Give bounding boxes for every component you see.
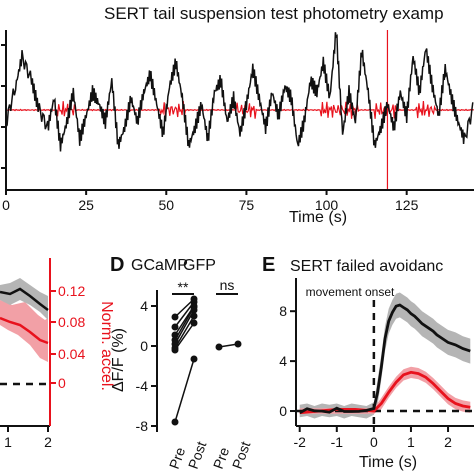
panel-d-pair-line xyxy=(174,322,195,351)
panel-d-y-tick-label: 0 xyxy=(140,338,148,354)
top-x-label: Time (s) xyxy=(289,209,347,226)
panel-d-x-label: Pre xyxy=(210,445,233,471)
panel-e-x-tick-label: 0 xyxy=(370,434,378,450)
panel-d-pair-line xyxy=(174,315,195,349)
panel-d-y-tick-label: -4 xyxy=(136,378,149,394)
panel-d-y-label: ΔF/F (%) xyxy=(110,328,127,392)
panel-c-x-tick-label: 1 xyxy=(4,434,12,450)
panel-d: D GCaMP GFP ** ns 4 0 -4 -8 ΔF/F (%) Pre Po… xyxy=(110,254,253,471)
panel-c-right-tick-label: 0.12 xyxy=(58,283,85,299)
panel-d-group-gcamp: GCaMP xyxy=(131,257,188,274)
panel-d-gfp-point xyxy=(234,340,242,348)
top-trace-plot xyxy=(5,30,474,190)
panel-e-y-tick-label: 4 xyxy=(279,353,287,369)
panel-c-gray-band xyxy=(0,278,48,320)
panel-e-x-tick-label: 1 xyxy=(407,434,415,450)
panel-c-right-tick-label: 0.04 xyxy=(58,346,85,362)
panel-c: 1 2 0 0.04 0.08 0.12 Norm. accel. xyxy=(0,258,115,450)
panel-e-x-tick-label: -2 xyxy=(293,434,306,450)
panel-e-y-tick-label: 8 xyxy=(279,303,287,319)
top-accel-line xyxy=(5,101,474,119)
panel-e-label: E xyxy=(262,254,275,276)
panel-d-point xyxy=(190,312,198,320)
panel-d-y-tick-label: 4 xyxy=(140,298,148,314)
top-x-tick-label: 125 xyxy=(395,197,419,213)
panel-d-point xyxy=(171,346,179,354)
panel-d-gfp-point xyxy=(215,343,223,351)
panel-e-plot xyxy=(296,292,474,426)
panel-d-label: D xyxy=(110,254,124,276)
panel-e-y-tick-label: 0 xyxy=(279,403,287,419)
panel-c-red-line xyxy=(0,316,49,345)
panel-c-black-line xyxy=(0,287,49,311)
panel-d-point xyxy=(190,319,198,327)
panel-e-ticks: -2 -1 0 1 2 0 4 8 xyxy=(279,303,452,450)
top-x-tick-label: 100 xyxy=(315,197,339,213)
top-title: SERT tail suspension test photometry exa… xyxy=(104,4,444,23)
panel-d-point xyxy=(171,323,179,331)
top-x-tick-label: 25 xyxy=(78,197,94,213)
top-x-ticks: 0 25 50 75 100 125 xyxy=(2,190,419,213)
panel-c-right-tick-label: 0 xyxy=(58,375,66,391)
panel-d-pairs xyxy=(171,295,242,426)
panel-d-y-ticks: 4 0 -4 -8 xyxy=(136,298,157,434)
panel-d-x-label: Pre xyxy=(166,445,189,471)
panel-d-x-label: Post xyxy=(185,439,210,471)
top-photometry-line xyxy=(5,32,474,152)
panel-d-point xyxy=(171,313,179,321)
panel-d-sig-gcamp: ** xyxy=(178,279,189,295)
panel-d-pair-line xyxy=(174,306,195,341)
top-x-tick-label: 75 xyxy=(239,197,255,213)
panel-e-title: SERT failed avoidanc xyxy=(290,258,443,275)
panel-c-x-tick-label: 2 xyxy=(44,434,52,450)
panel-e-mean-line xyxy=(299,303,471,414)
panel-d-pair-line xyxy=(174,358,195,423)
panel-d-point xyxy=(190,306,198,314)
panel-c-right-label: Norm. accel. xyxy=(98,301,115,391)
panel-d-point xyxy=(171,418,179,426)
panel-e-mean-line xyxy=(299,370,471,415)
panel-d-y-tick-label: -8 xyxy=(136,418,149,434)
panel-c-right-tick-label: 0.08 xyxy=(58,314,85,330)
panel-e-x-tick-label: 2 xyxy=(444,434,452,450)
panel-e-x-label: Time (s) xyxy=(359,454,417,471)
panel-c-red-band xyxy=(0,300,48,362)
panel-d-point xyxy=(190,355,198,363)
panel-d-x-label: Post xyxy=(229,439,254,471)
panel-d-sig-gfp: ns xyxy=(220,277,235,293)
top-x-tick-label: 0 xyxy=(2,197,10,213)
panel-d-group-gfp: GFP xyxy=(183,257,216,274)
top-x-tick-label: 50 xyxy=(158,197,174,213)
panel-e: E SERT failed avoidanc movement onset -2… xyxy=(262,254,474,471)
panel-e-x-tick-label: -1 xyxy=(331,434,344,450)
panel-e-error-band xyxy=(299,292,471,419)
panel-e-annotation: movement onset xyxy=(306,285,395,299)
